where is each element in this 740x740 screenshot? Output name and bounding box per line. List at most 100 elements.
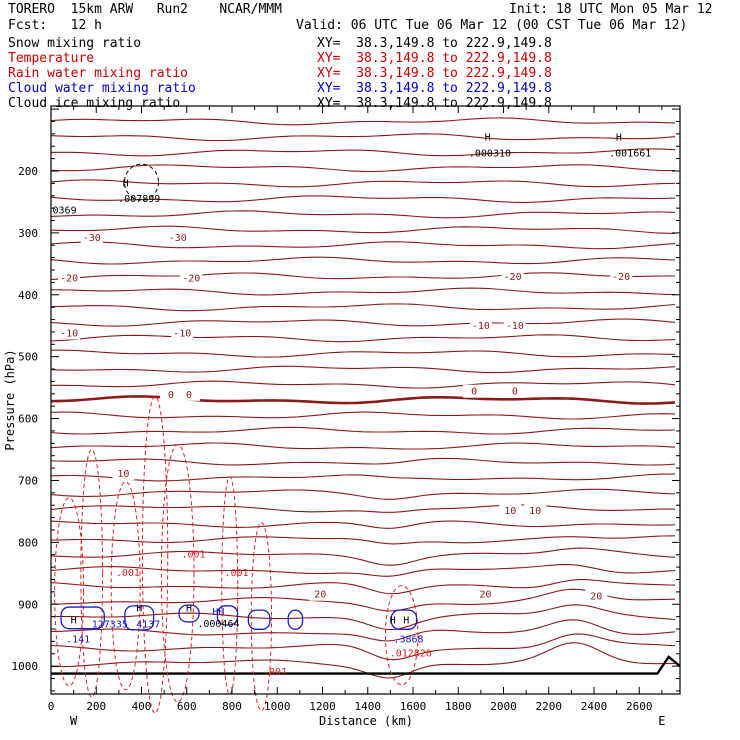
isotherm-label: 20 — [314, 590, 326, 601]
valid-time: Valid: 06 UTC Tue 06 Mar 12 (00 CST Tue … — [296, 18, 688, 33]
hydrometeor-contours — [54, 163, 419, 714]
legend-snow-label: Snow mixing ratio — [8, 36, 142, 51]
isotherm-line — [50, 349, 676, 358]
rain-contour — [384, 585, 419, 686]
isotherm-label: 0 — [168, 390, 174, 401]
high-marker: H — [136, 604, 142, 615]
y-tick-label: 400 — [18, 289, 38, 302]
y-tick-label: 1000 — [12, 660, 39, 673]
snow-label: .000464 — [197, 619, 239, 630]
x-tick-label: 2200 — [536, 700, 563, 713]
isotherm-label: 20 — [590, 592, 602, 603]
high-marker: H — [390, 615, 396, 626]
rain-label: .001 — [116, 568, 140, 579]
label-mask — [58, 271, 81, 285]
y-tick-label: 800 — [18, 536, 38, 549]
y-tick-label: 500 — [18, 351, 38, 364]
isotherm-line — [50, 504, 675, 513]
isotherm-line — [50, 318, 676, 327]
rain-label: .012826 — [390, 649, 432, 660]
x-tick-label: 800 — [222, 700, 242, 713]
isotherm-line — [50, 225, 676, 234]
high-marker: H — [403, 615, 409, 626]
legend-cloud-water-label: Cloud water mixing ratio — [8, 81, 196, 96]
cloud-water-contour — [247, 609, 271, 630]
isotherm-line — [50, 547, 676, 566]
high-marker: H — [616, 133, 622, 144]
legend-temperature-label: Temperature — [8, 51, 95, 66]
legend-rain-label: Rain water mixing ratio — [8, 66, 189, 81]
isotherm-line — [50, 619, 676, 642]
x-tick-label: 2400 — [581, 700, 608, 713]
plot-frame — [50, 105, 681, 695]
x-tick-label: 2600 — [626, 700, 653, 713]
isotherm-line — [50, 195, 676, 203]
isotherm-line — [50, 488, 676, 500]
cloud-water-contour — [60, 606, 105, 630]
snow-label: .007899 — [118, 194, 160, 205]
isotherm-line — [50, 563, 676, 577]
x-tick-label: 1800 — [445, 700, 472, 713]
isotherm-line — [50, 457, 676, 466]
rain-contour — [54, 497, 85, 687]
init-time: Init: 18 UTC Mon 05 Mar 12 — [509, 2, 713, 17]
isotherm-label: 0 — [186, 390, 192, 401]
rain-label: .001 — [224, 568, 248, 579]
snow-label: 0369 — [53, 205, 77, 216]
isotherm-line — [50, 473, 676, 482]
isotherm-line — [51, 287, 676, 296]
isotherm-line — [50, 380, 676, 389]
cloud-water-contour — [178, 604, 200, 623]
isotherm-line — [50, 179, 676, 188]
x-tick-label: 2000 — [490, 700, 517, 713]
label-mask — [585, 589, 608, 603]
isotherm-label: -10 — [60, 329, 78, 340]
x-tick-label: 1000 — [264, 700, 291, 713]
isotherm-label: -10 — [173, 329, 191, 340]
y-tick-label: 700 — [18, 474, 38, 487]
isotherm-lines — [50, 117, 681, 679]
cloud-water-label: 4137 — [136, 619, 160, 630]
contour-labels: -30 -30 -20 -20 -20 -20 -10 -10 -10 -10 0 0 0 0 10 10 10… — [53, 133, 652, 678]
isotherm-label: 0 — [471, 387, 477, 398]
cloud-water-contour — [287, 609, 304, 630]
high-marker: H — [186, 604, 192, 615]
label-mask — [474, 587, 497, 601]
isotherm-line — [50, 164, 675, 173]
label-mask — [309, 587, 332, 601]
isotherm-label: 0 — [512, 387, 518, 398]
isotherm-label: 10 — [117, 469, 129, 480]
label-mask — [112, 467, 135, 481]
isotherm-line — [50, 411, 676, 420]
isotherm-line — [50, 579, 676, 595]
isotherm-line — [50, 604, 676, 631]
cloud-water-label: .141 — [66, 634, 90, 645]
isotherm-label: -30 — [83, 233, 101, 244]
rain-contour — [160, 444, 195, 703]
high-marker: H — [71, 615, 77, 626]
rain-contour — [110, 481, 141, 691]
x-tick-label: 400 — [132, 700, 152, 713]
isotherm-line — [51, 642, 676, 679]
isotherm-line — [50, 365, 676, 374]
rain-label: .001 — [181, 549, 205, 560]
y-tick-label: 600 — [18, 413, 38, 426]
isotherm-line — [51, 303, 676, 312]
isotherm-label: -30 — [169, 233, 187, 244]
label-mask — [58, 326, 81, 340]
east-label: E — [658, 714, 665, 728]
isotherm-line — [50, 256, 676, 265]
isotherm-line — [50, 272, 676, 281]
label-mask — [180, 271, 203, 285]
isotherm-label: -20 — [504, 272, 522, 283]
rain-contour — [250, 522, 273, 712]
cloud-water-label: HH — [212, 607, 224, 618]
x-tick-label: 1200 — [309, 700, 336, 713]
snow-label: .001661 — [609, 148, 651, 159]
isotherm-line — [50, 117, 676, 126]
terrain-line — [51, 655, 681, 675]
high-marker: H — [485, 133, 491, 144]
isotherm-label: 20 — [479, 590, 491, 601]
west-label: W — [70, 714, 78, 728]
